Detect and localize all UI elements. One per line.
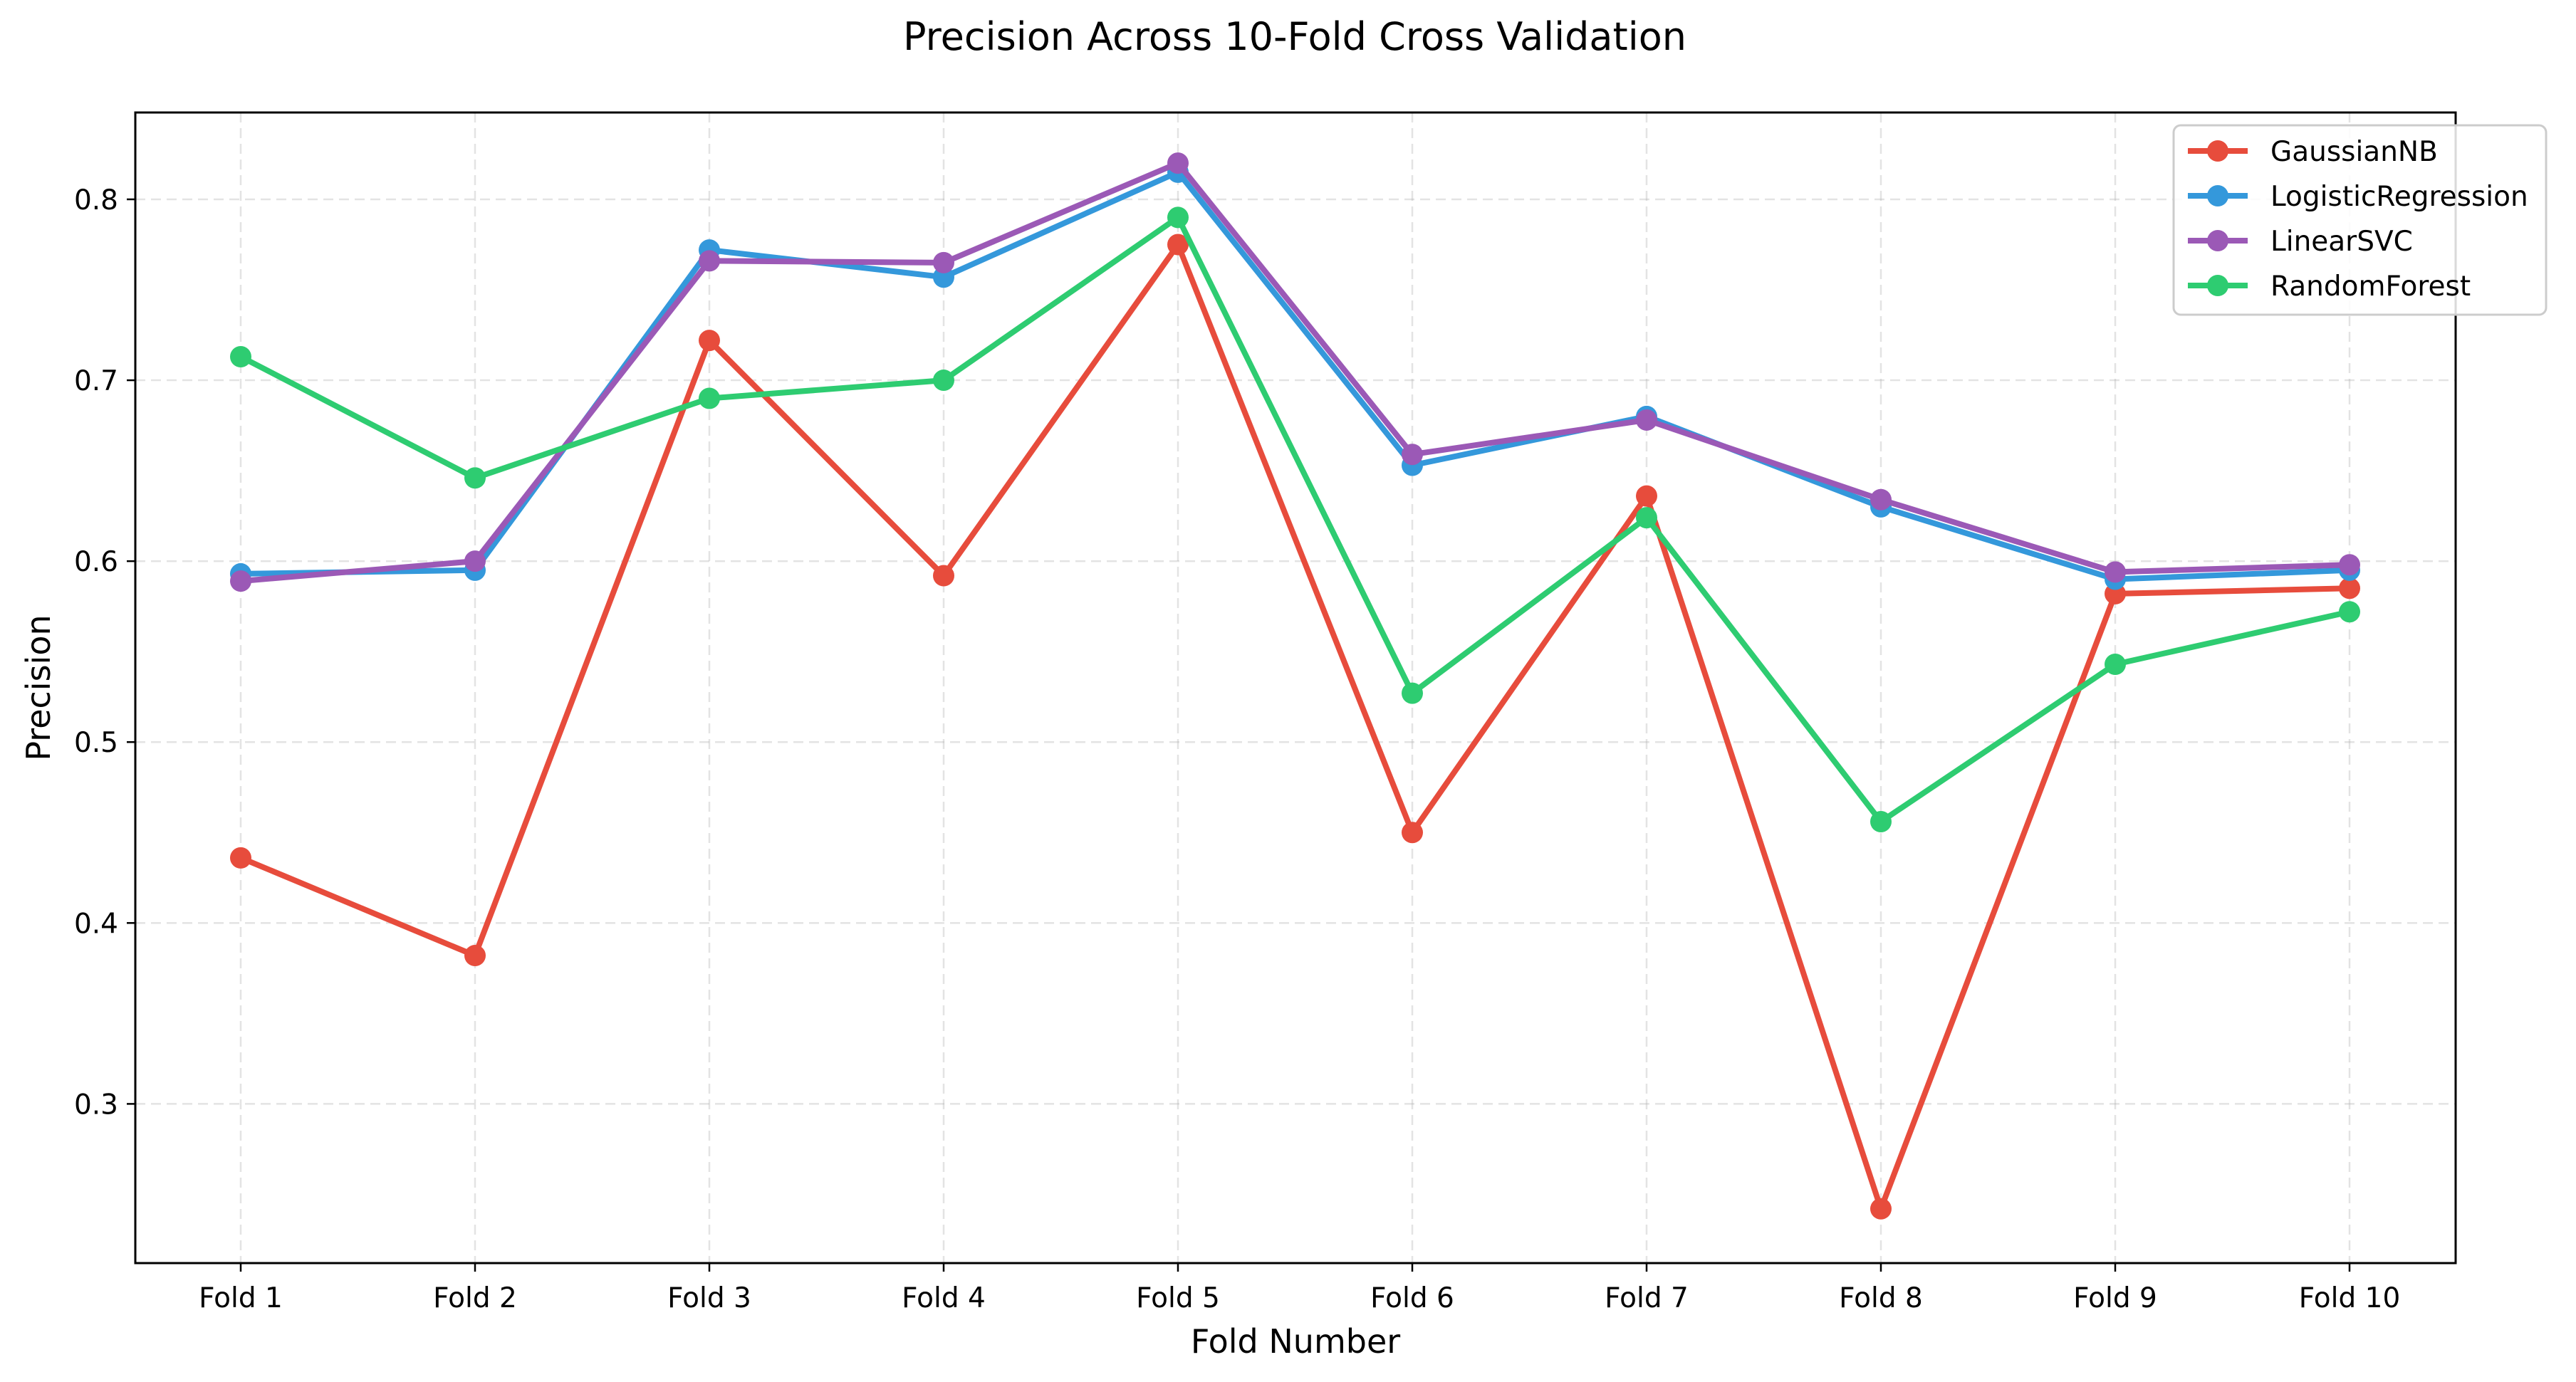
x-tick-label: Fold 5 xyxy=(1136,1282,1220,1314)
series-line-linearsvc xyxy=(238,160,2352,585)
data-point-gaussiannb xyxy=(699,330,720,352)
x-tick-label: Fold 7 xyxy=(1605,1282,1689,1314)
data-point-randomforest xyxy=(1636,507,1657,529)
y-tick-label: 0.3 xyxy=(74,1089,118,1121)
legend-label-gaussiannb: GaussianNB xyxy=(2270,136,2438,168)
data-point-linearsvc xyxy=(464,550,486,572)
legend-box xyxy=(2172,124,2548,316)
series-randomforest xyxy=(230,206,2360,833)
data-point-linearsvc xyxy=(1636,409,1657,431)
x-tick-label: Fold 3 xyxy=(667,1282,751,1314)
data-point-randomforest xyxy=(699,387,720,409)
data-point-gaussiannb xyxy=(1402,822,1423,844)
x-tick-label: Fold 8 xyxy=(1839,1282,1923,1314)
data-point-linearsvc xyxy=(1402,444,1423,466)
legend-swatch-marker-linearsvc xyxy=(2207,230,2228,251)
x-tick-label: Fold 9 xyxy=(2073,1282,2157,1314)
data-point-randomforest xyxy=(933,370,954,392)
x-axis-label: Fold Number xyxy=(1191,1322,1400,1361)
x-tick-label: Fold 10 xyxy=(2299,1282,2401,1314)
data-point-linearsvc xyxy=(2105,561,2126,583)
data-point-randomforest xyxy=(1870,811,1892,833)
series-linearsvc xyxy=(230,152,2360,592)
y-tick-label: 0.6 xyxy=(74,546,118,578)
plot-frame xyxy=(134,111,2457,1265)
legend-swatch-marker-logisticregression xyxy=(2207,185,2228,206)
x-tick-label: Fold 1 xyxy=(199,1282,283,1314)
legend-swatch-marker-gaussiannb xyxy=(2207,140,2228,162)
data-point-randomforest xyxy=(2105,653,2126,675)
x-tick-label: Fold 6 xyxy=(1370,1282,1454,1314)
data-point-gaussiannb xyxy=(1167,234,1189,256)
series-layer xyxy=(230,152,2360,1220)
x-axis: Fold 1 Fold 2 Fold 3 Fold 4 Fold 5 Fold 6 Fold… xyxy=(199,1263,2400,1314)
data-point-randomforest xyxy=(2339,601,2360,623)
data-point-linearsvc xyxy=(699,250,720,272)
data-point-randomforest xyxy=(1402,682,1423,704)
data-point-linearsvc xyxy=(933,251,954,273)
data-point-gaussiannb xyxy=(2339,577,2360,600)
x-tick-label: Fold 2 xyxy=(433,1282,517,1314)
y-tick-label: 0.8 xyxy=(74,184,118,216)
data-point-linearsvc xyxy=(230,570,251,592)
data-point-gaussiannb xyxy=(464,945,486,967)
chart-title: Precision Across 10-Fold Cross Validatio… xyxy=(903,14,1686,59)
y-tick-label: 0.4 xyxy=(74,908,118,940)
y-axis: 0.3 0.4 0.5 0.6 0.7 0.8 xyxy=(74,184,135,1121)
series-line-gaussiannb xyxy=(238,241,2352,1212)
series-line-randomforest xyxy=(238,214,2352,825)
data-point-randomforest xyxy=(1167,206,1189,229)
grid xyxy=(135,112,2456,1263)
legend-label-logisticregression: LogisticRegression xyxy=(2270,181,2528,213)
legend-swatch-marker-randomforest xyxy=(2207,275,2228,296)
y-tick-label: 0.7 xyxy=(74,365,118,397)
legend: GaussianNB LogisticRegression LinearSVC Ran… xyxy=(2172,124,2548,316)
y-tick-label: 0.5 xyxy=(74,727,118,759)
legend-label-randomforest: RandomForest xyxy=(2270,271,2471,303)
x-tick-label: Fold 4 xyxy=(902,1282,986,1314)
y-axis-label: Precision xyxy=(19,614,58,760)
data-point-linearsvc xyxy=(2339,554,2360,576)
data-point-randomforest xyxy=(464,467,486,489)
data-point-gaussiannb xyxy=(1870,1198,1892,1220)
data-point-gaussiannb xyxy=(1636,485,1657,507)
legend-label-linearsvc: LinearSVC xyxy=(2270,226,2413,258)
data-point-linearsvc xyxy=(1870,488,1892,511)
data-point-randomforest xyxy=(230,346,251,368)
data-point-gaussiannb xyxy=(933,565,954,587)
data-point-linearsvc xyxy=(1167,152,1189,174)
data-point-gaussiannb xyxy=(230,847,251,869)
